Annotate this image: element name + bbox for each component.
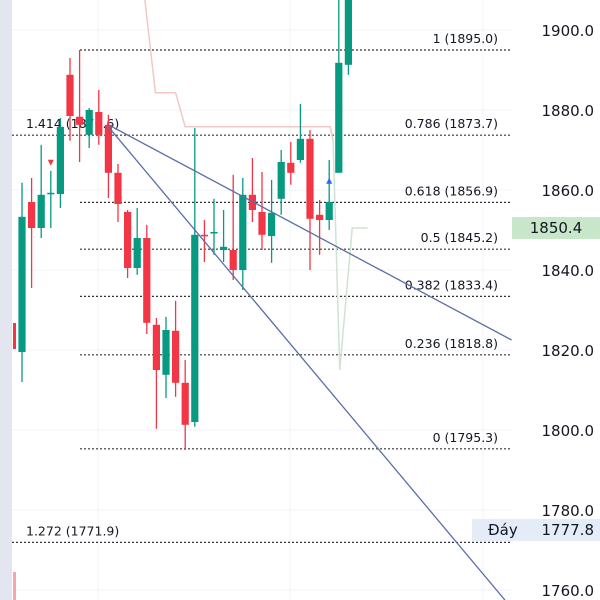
- indicator-line-green: [332, 139, 368, 371]
- candle-down: [114, 172, 122, 204]
- last-price-tag: 1850.4: [512, 217, 600, 240]
- fib-level-label: 0.5 (1845.2): [421, 230, 498, 245]
- fib-level-label: 0.618 (1856.9): [405, 183, 498, 198]
- day-low-label: Đáy: [488, 521, 518, 539]
- candle-partial: [13, 572, 16, 600]
- candle-up: [239, 194, 247, 270]
- fib-level-label: 1 (1895.0): [433, 31, 498, 46]
- day-low-tag: Đáy 1777.8: [472, 519, 600, 541]
- trendline: [107, 126, 506, 600]
- candle-up: [56, 126, 64, 194]
- candle-up: [220, 246, 228, 250]
- candle-down: [316, 214, 324, 220]
- sell-marker-icon: [47, 159, 54, 166]
- indicator-lines: [144, 0, 368, 371]
- fib-level-label: 0.382 (1833.4): [405, 277, 498, 292]
- candle-down: [229, 250, 237, 270]
- candle-up: [335, 62, 343, 173]
- y-tick-label: 1800.0: [542, 422, 595, 440]
- y-tick-label: 1900.0: [542, 22, 595, 40]
- candle-down: [76, 116, 84, 125]
- candle-partial: [13, 323, 16, 349]
- candle-down: [152, 324, 160, 370]
- candle-up: [85, 110, 93, 135]
- candle-down: [248, 194, 256, 210]
- candle-down: [104, 124, 112, 173]
- candle-down: [258, 212, 266, 235]
- y-tick-label: 1880.0: [542, 102, 595, 120]
- candle-down: [306, 138, 314, 219]
- fibonacci-retracement: 1 (1895.0) 0.786 (1873.7) 0.618 (1856.9) 0.…: [12, 31, 512, 544]
- buy-marker-icon: [326, 177, 333, 184]
- candle-up: [296, 138, 304, 160]
- candle-down: [200, 234, 208, 237]
- candle-up: [133, 238, 141, 268]
- candle-up: [210, 232, 218, 234]
- candle-down: [95, 112, 103, 135]
- indicator-line-pink: [144, 0, 334, 141]
- fib-level-label: 0.786 (1873.7): [405, 116, 498, 131]
- fib-level-label: 0.236 (1818.8): [405, 336, 498, 351]
- candle-up: [47, 192, 55, 195]
- fib-level-label: 0 (1795.3): [433, 430, 498, 445]
- candle-down: [28, 202, 36, 228]
- fib-level-label: 1.272 (1771.9): [26, 523, 119, 538]
- candle-up: [191, 234, 199, 422]
- candle-up: [37, 194, 45, 228]
- candle-up: [162, 330, 170, 375]
- y-tick-label: 1860.0: [542, 182, 595, 200]
- candle-up: [344, 0, 352, 65]
- day-low-value: 1777.8: [541, 521, 595, 539]
- price-axis: 1900.0 1880.0 1860.0 1840.0 1820.0 1800.0 1780…: [542, 22, 595, 600]
- trendline: [108, 124, 512, 341]
- y-tick-label: 1780.0: [542, 502, 595, 520]
- candle-down: [287, 162, 295, 173]
- candle-down: [172, 330, 180, 383]
- left-edge-strip: [0, 0, 12, 600]
- y-tick-label: 1840.0: [542, 262, 595, 280]
- trendlines: [107, 124, 512, 600]
- y-tick-label: 1820.0: [542, 342, 595, 360]
- y-tick-label: 1760.0: [542, 582, 595, 600]
- candle-up: [18, 216, 26, 352]
- candle-down: [143, 238, 151, 323]
- candle-up: [277, 162, 285, 199]
- candle-down: [181, 382, 189, 425]
- candle-down: [66, 74, 74, 116]
- candles: [13, 0, 352, 600]
- candle-down: [124, 212, 132, 268]
- candle-up: [325, 202, 333, 220]
- grid: [12, 0, 512, 600]
- candle-up: [268, 212, 276, 236]
